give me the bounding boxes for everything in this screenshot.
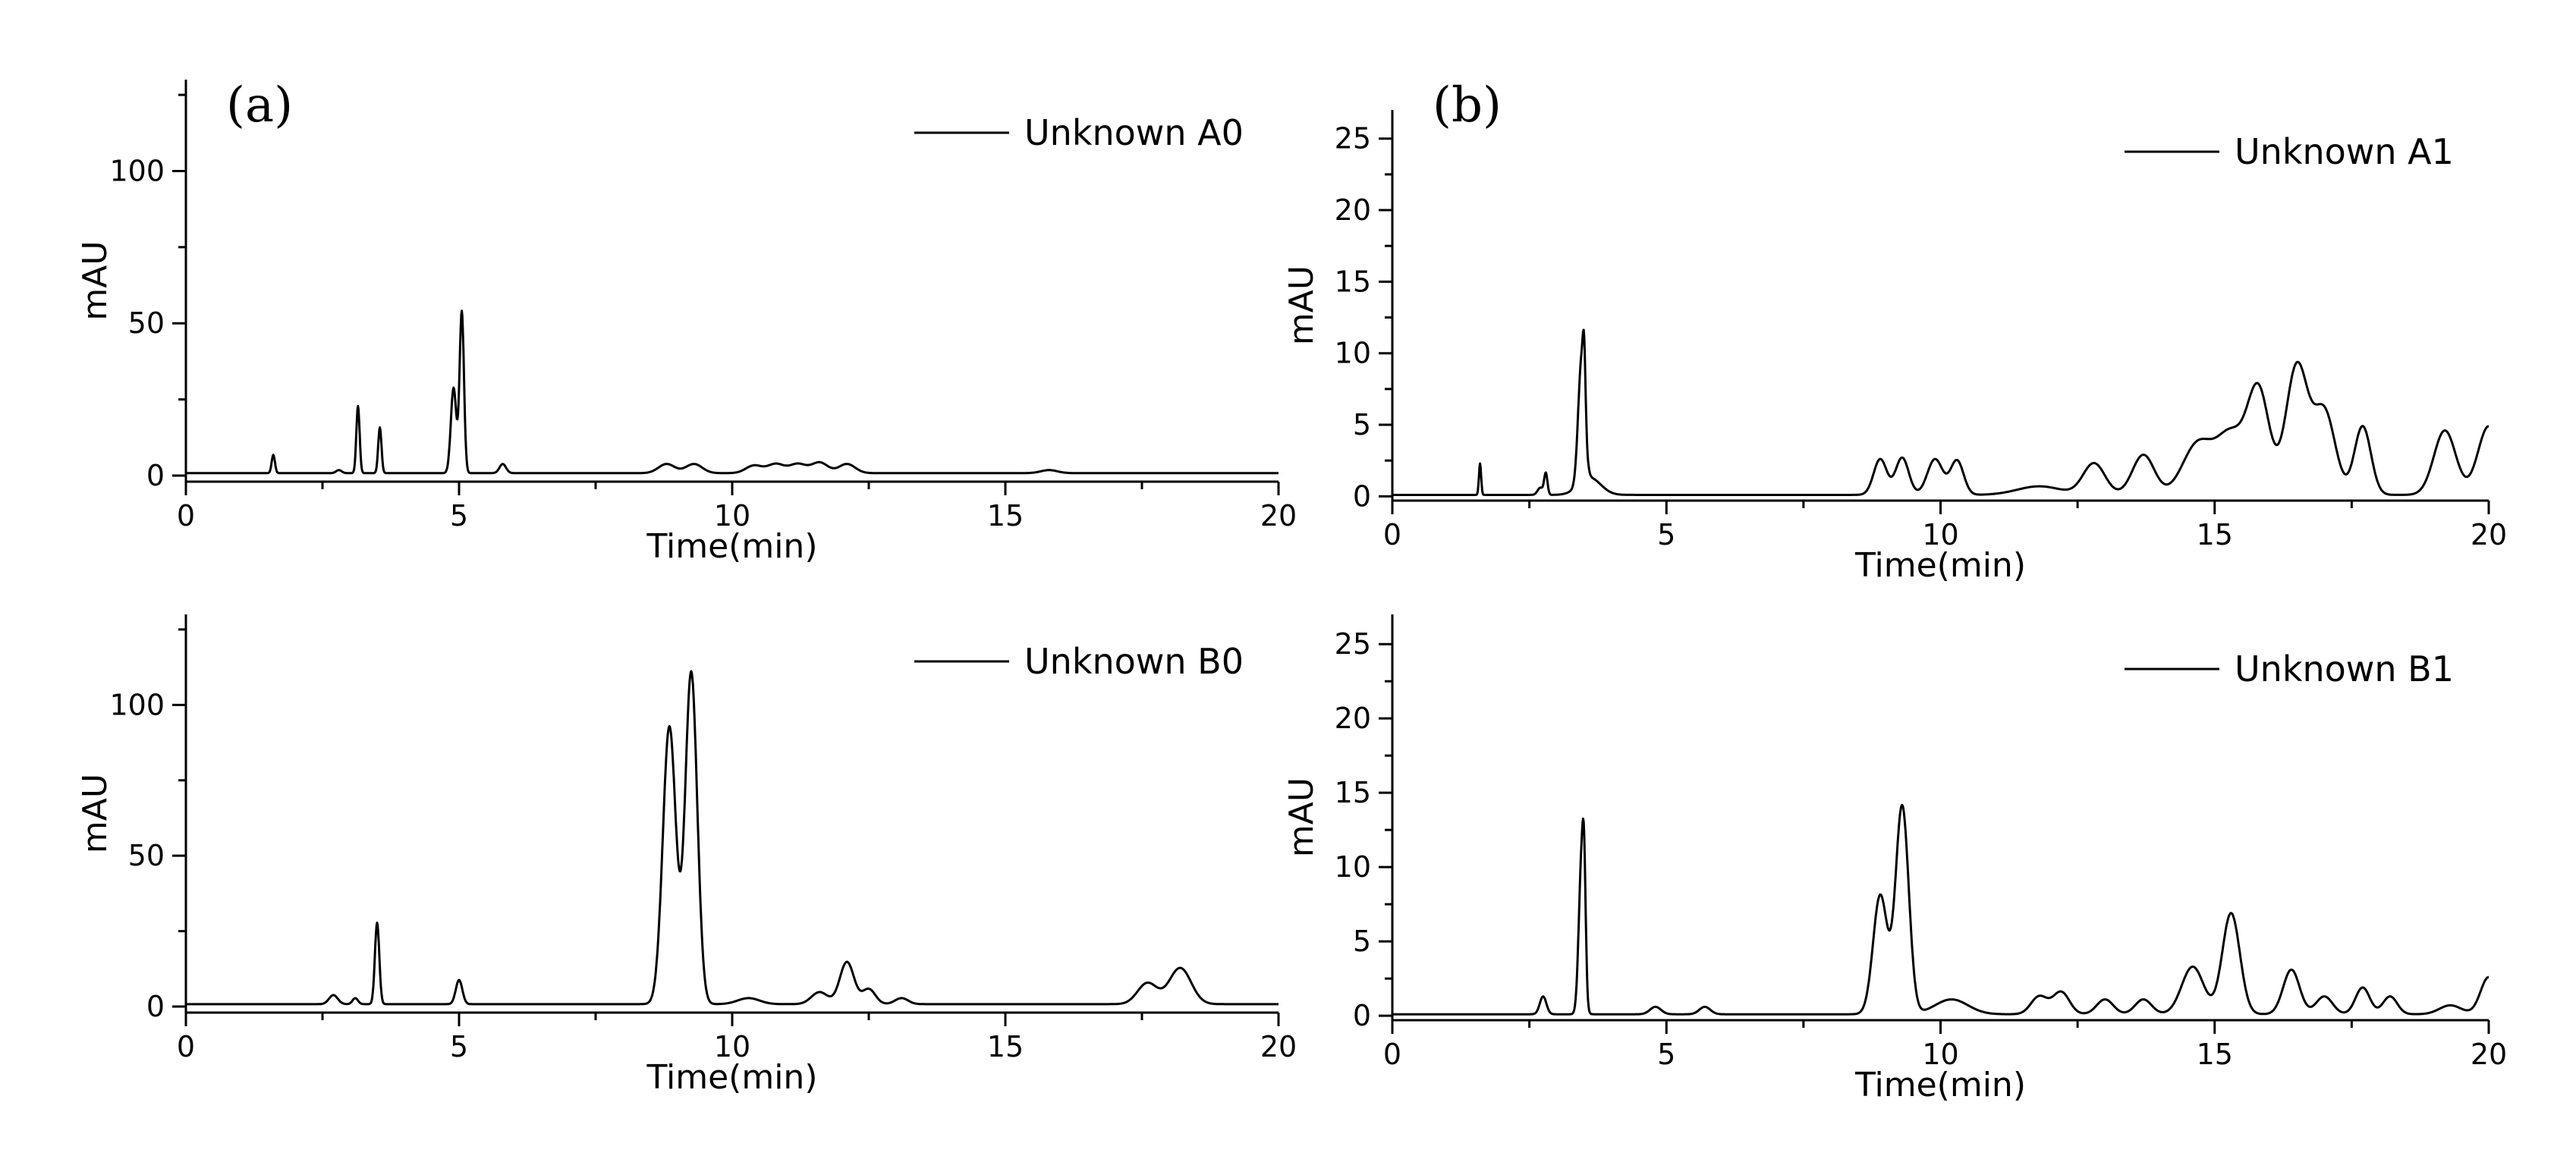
x-tick-label: 0 bbox=[1383, 518, 1401, 551]
y-tick-label: 50 bbox=[128, 306, 165, 340]
x-tick-label: 20 bbox=[1260, 1030, 1297, 1063]
x-tick-label: 0 bbox=[1383, 1038, 1401, 1071]
legend-label: Unknown A1 bbox=[2235, 131, 2454, 172]
chart-panel-1: 0 5 10 15 20 Time(min) 0 5 10 15 20 25 mAU (b) Unknown… bbox=[1282, 77, 2507, 585]
legend-label: Unknown A0 bbox=[1024, 112, 1244, 153]
y-axis-title: mAU bbox=[76, 774, 115, 853]
x-tick-label: 10 bbox=[1922, 518, 1958, 551]
y-tick-label: 5 bbox=[1353, 925, 1371, 958]
x-tick-label: 5 bbox=[1657, 518, 1675, 551]
x-tick-label: 15 bbox=[987, 1030, 1024, 1063]
y-tick-label: 10 bbox=[1335, 337, 1371, 370]
x-tick-label: 5 bbox=[450, 499, 468, 532]
x-tick-label: 0 bbox=[177, 499, 195, 532]
x-tick-label: 15 bbox=[987, 499, 1024, 532]
y-tick-label: 15 bbox=[1335, 776, 1371, 809]
y-tick-label: 25 bbox=[1335, 122, 1371, 155]
y-tick-label: 5 bbox=[1353, 408, 1371, 441]
y-tick-label: 0 bbox=[146, 459, 165, 492]
y-tick-label: 50 bbox=[128, 839, 165, 872]
y-tick-label: 15 bbox=[1335, 265, 1371, 298]
y-axis-title: mAU bbox=[76, 240, 115, 320]
y-tick-label: 0 bbox=[1353, 999, 1371, 1032]
x-axis-title: Time(min) bbox=[1854, 546, 2026, 585]
panel-label: (a) bbox=[226, 77, 293, 133]
y-tick-label: 20 bbox=[1335, 702, 1371, 735]
x-tick-label: 10 bbox=[714, 499, 750, 532]
y-axis-title: mAU bbox=[1282, 265, 1321, 345]
x-tick-label: 0 bbox=[177, 1030, 195, 1063]
chart-panel-3: 0 5 10 15 20 Time(min) 0 5 10 15 20 25 mAU Unknown B1 bbox=[1282, 614, 2507, 1104]
x-axis-title: Time(min) bbox=[1854, 1066, 2026, 1104]
x-tick-label: 5 bbox=[450, 1030, 468, 1063]
y-tick-label: 0 bbox=[1353, 479, 1371, 513]
y-tick-label: 10 bbox=[1335, 850, 1371, 884]
panel-label: (b) bbox=[1433, 77, 1502, 133]
x-tick-label: 20 bbox=[2471, 1038, 2507, 1071]
x-tick-label: 20 bbox=[1260, 499, 1297, 532]
legend-label: Unknown B1 bbox=[2235, 649, 2454, 689]
x-tick-label: 10 bbox=[1922, 1038, 1958, 1071]
x-tick-label: 15 bbox=[2197, 1038, 2233, 1071]
chart-panel-0: 0 5 10 15 20 Time(min) 0 50 100 mAU (a) Unknown A0 bbox=[76, 77, 1297, 566]
x-tick-label: 20 bbox=[2471, 518, 2507, 551]
x-axis-title: Time(min) bbox=[646, 527, 818, 566]
y-tick-label: 100 bbox=[109, 688, 165, 721]
y-tick-label: 100 bbox=[109, 154, 165, 187]
chart-panel-2: 0 5 10 15 20 Time(min) 0 50 100 mAU Unknown B0 bbox=[76, 614, 1297, 1097]
x-tick-label: 15 bbox=[2197, 518, 2233, 551]
y-tick-label: 0 bbox=[146, 990, 165, 1023]
series-line-0 bbox=[185, 309, 1279, 475]
x-tick-label: 5 bbox=[1657, 1038, 1675, 1071]
y-tick-label: 20 bbox=[1335, 193, 1371, 227]
x-axis-title: Time(min) bbox=[646, 1058, 818, 1097]
series-line-0 bbox=[185, 670, 1279, 1006]
x-tick-label: 10 bbox=[714, 1030, 750, 1063]
series-line-0 bbox=[1392, 803, 2490, 1016]
y-tick-label: 25 bbox=[1335, 627, 1371, 661]
legend-label: Unknown B0 bbox=[1024, 641, 1244, 682]
series-line-0 bbox=[1392, 328, 2490, 496]
y-axis-title: mAU bbox=[1282, 777, 1321, 857]
